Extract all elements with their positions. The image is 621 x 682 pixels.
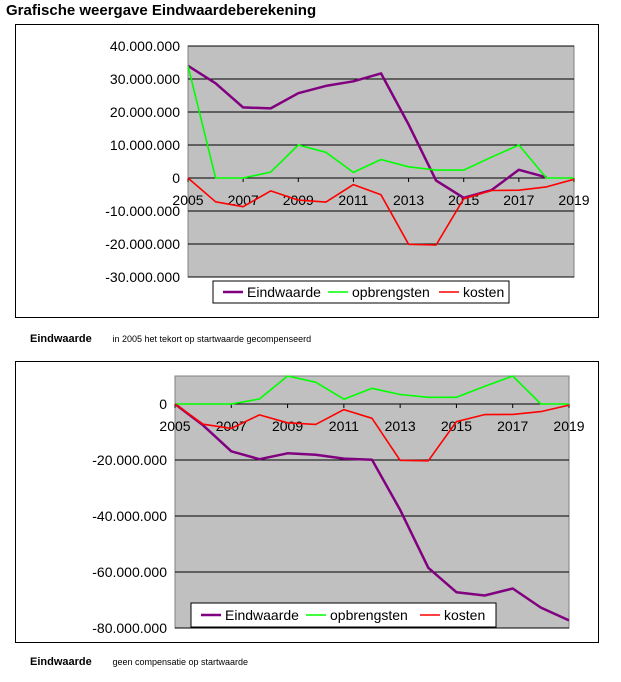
x-tick-label: 2015 [441, 418, 472, 434]
chart-canvas: 0 -20.000.000 -40.000.000 -60.000.000 -80.00… [92, 375, 585, 636]
x-tick-label: 2013 [385, 418, 416, 434]
page-title: Grafische weergave Eindwaardeberekening [6, 2, 317, 19]
y-tick-label: 30.000.000 [110, 71, 180, 87]
y-tick-label: -10.000.000 [105, 203, 180, 219]
x-tick-label: 2009 [272, 418, 303, 434]
caption-text: in 2005 het tekort op startwaarde gecomp… [112, 334, 312, 344]
legend: Eindwaarde opbrengsten kosten [190, 602, 497, 628]
legend-label-kosten: kosten [463, 284, 504, 300]
legend-box [212, 280, 510, 304]
series-line-opbrengsten [175, 375, 569, 405]
x-tick-label: 2013 [393, 192, 424, 208]
series-line-kosten [174, 403, 570, 462]
plot-area [187, 45, 575, 278]
series-line-kosten [187, 177, 575, 246]
legend-box [190, 602, 497, 628]
y-tick-label: 0 [172, 170, 180, 186]
x-tick-label: 2017 [503, 192, 534, 208]
legend: Eindwaarde opbrengsten kosten [212, 280, 510, 304]
legend-label-opbrengsten: opbrengsten [352, 284, 430, 300]
x-tick-label: 2007 [216, 418, 247, 434]
x-tick-label: 2011 [338, 192, 368, 208]
y-tick-label: -20.000.000 [105, 236, 180, 252]
y-tick-label: 20.000.000 [110, 104, 180, 120]
y-tick-label: 40.000.000 [110, 38, 180, 54]
x-tick-label: 2007 [228, 192, 259, 208]
caption-chart-2: Eindwaarde geen compensatie op startwaar… [30, 652, 248, 670]
y-tick-label: -80.000.000 [92, 620, 167, 636]
caption-label: Eindwaarde [30, 656, 92, 668]
y-tick-label: -40.000.000 [92, 508, 167, 524]
y-tick-label: 0 [159, 396, 167, 412]
x-tick-label: 2011 [329, 418, 359, 434]
x-tick-label: 2005 [172, 192, 203, 208]
chart-eindwaarde-geen-compensatie: 0 -20.000.000 -40.000.000 -60.000.000 -80.00… [15, 361, 599, 643]
y-tick-label: -30.000.000 [105, 269, 180, 285]
series-line-opbrengsten [187, 65, 574, 179]
y-tick-label: 10.000.000 [110, 137, 180, 153]
x-tick-label: 2005 [159, 418, 190, 434]
y-tick-label: -60.000.000 [92, 564, 167, 580]
y-tick-label: -20.000.000 [92, 452, 167, 468]
caption-chart-1: Eindwaarde in 2005 het tekort op startwa… [30, 329, 311, 347]
x-tick-label: 2019 [553, 418, 584, 434]
caption-text: geen compensatie op startwaarde [112, 657, 249, 667]
series-line-eindwaarde [174, 403, 570, 622]
chart-eindwaarde-gecompenseerd: 40.000.000 30.000.000 20.000.000 10.000.000… [15, 24, 599, 318]
caption-label: Eindwaarde [30, 333, 92, 345]
x-tick-label: 2017 [497, 418, 528, 434]
x-tick-label: 2019 [558, 192, 589, 208]
legend-label-eindwaarde: Eindwaarde [247, 284, 321, 300]
legend-label-opbrengsten: opbrengsten [330, 607, 408, 623]
legend-label-eindwaarde: Eindwaarde [225, 607, 299, 623]
legend-label-kosten: kosten [444, 607, 485, 623]
chart-canvas: 40.000.000 30.000.000 20.000.000 10.000.000… [105, 38, 590, 304]
